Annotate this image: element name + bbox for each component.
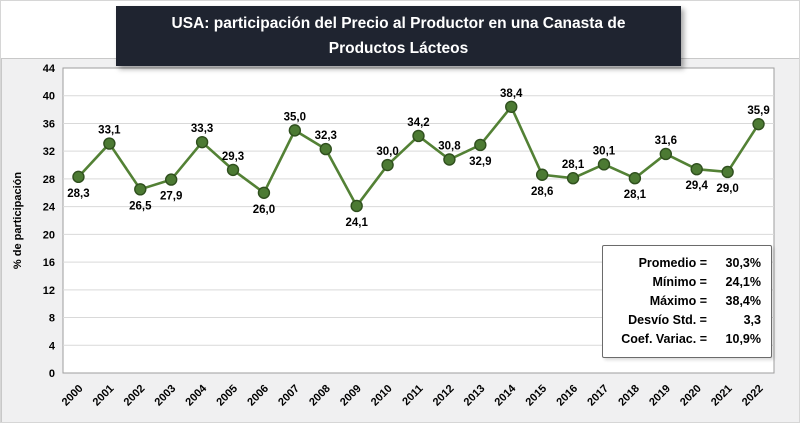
- svg-text:44: 44: [43, 63, 56, 75]
- stat-label: Desvío Std. =: [628, 313, 707, 327]
- stat-label: Coef. Variac. =: [621, 332, 707, 346]
- svg-text:33,1: 33,1: [98, 125, 121, 137]
- stat-value: 30,3%: [725, 256, 761, 270]
- stat-row-promedio: Promedio = 30,3%: [609, 254, 761, 273]
- svg-text:27,9: 27,9: [160, 191, 182, 203]
- stat-row-maximo: Máximo = 38,4%: [609, 292, 761, 311]
- svg-text:28,3: 28,3: [67, 188, 89, 200]
- svg-text:28: 28: [43, 174, 55, 186]
- svg-text:35,9: 35,9: [747, 105, 769, 117]
- stat-label: Mínimo =: [652, 275, 707, 289]
- svg-text:12: 12: [43, 285, 55, 297]
- svg-text:% de participación: % de participación: [12, 172, 24, 269]
- svg-text:8: 8: [49, 313, 55, 325]
- stat-value: 38,4%: [725, 294, 761, 308]
- svg-text:29,4: 29,4: [686, 180, 709, 192]
- svg-text:36: 36: [43, 118, 55, 130]
- svg-text:31,6: 31,6: [655, 135, 677, 147]
- svg-text:28,6: 28,6: [531, 186, 553, 198]
- svg-text:26,0: 26,0: [253, 204, 275, 216]
- svg-text:32: 32: [43, 146, 55, 158]
- svg-text:16: 16: [43, 257, 55, 269]
- svg-text:35,0: 35,0: [284, 111, 306, 123]
- svg-text:32,3: 32,3: [315, 130, 337, 142]
- svg-text:33,3: 33,3: [191, 123, 213, 135]
- svg-text:40: 40: [43, 91, 55, 103]
- svg-text:20: 20: [43, 229, 55, 241]
- svg-text:32,9: 32,9: [469, 156, 491, 168]
- svg-text:4: 4: [49, 340, 56, 352]
- stat-row-desvio: Desvío Std. = 3,3: [609, 311, 761, 330]
- stats-box: Promedio = 30,3% Mínimo = 24,1% Máximo =…: [602, 245, 772, 358]
- stat-value: 24,1%: [725, 275, 761, 289]
- chart-title: USA: participación del Precio al Product…: [116, 6, 681, 66]
- svg-text:29,3: 29,3: [222, 151, 244, 163]
- chart-title-line1: USA: participación del Precio al Product…: [171, 15, 626, 32]
- svg-text:24,1: 24,1: [345, 217, 368, 229]
- stat-row-minimo: Mínimo = 24,1%: [609, 273, 761, 292]
- svg-text:24: 24: [43, 202, 56, 214]
- stat-label: Máximo =: [649, 294, 707, 308]
- stat-label: Promedio =: [638, 256, 707, 270]
- stat-value: 3,3: [743, 313, 761, 327]
- svg-text:26,5: 26,5: [129, 200, 152, 212]
- svg-text:38,4: 38,4: [500, 88, 523, 100]
- svg-text:29,0: 29,0: [716, 183, 738, 195]
- chart-title-line2: Productos Lácteos: [328, 40, 469, 57]
- stat-value: 10,9%: [725, 332, 761, 346]
- svg-text:34,2: 34,2: [407, 117, 429, 129]
- svg-text:28,1: 28,1: [624, 189, 647, 201]
- svg-text:30,1: 30,1: [593, 145, 616, 157]
- svg-text:28,1: 28,1: [562, 159, 585, 171]
- svg-text:0: 0: [49, 368, 55, 380]
- svg-text:30,8: 30,8: [438, 141, 461, 153]
- stat-row-coef-variac: Coef. Variac. = 10,9%: [609, 330, 761, 349]
- svg-text:30,0: 30,0: [376, 146, 398, 158]
